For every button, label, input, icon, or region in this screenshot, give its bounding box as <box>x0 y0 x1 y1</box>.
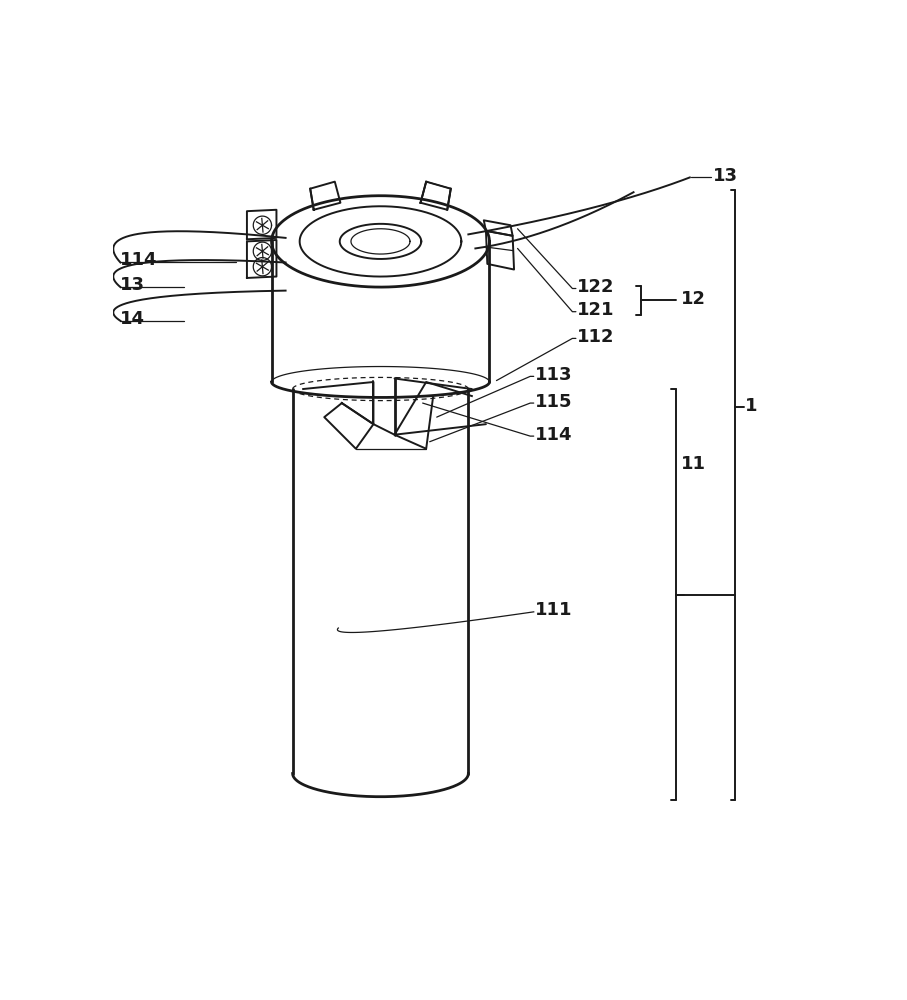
Text: 114: 114 <box>121 251 158 269</box>
Text: 122: 122 <box>578 278 615 296</box>
Text: 114: 114 <box>535 426 572 444</box>
Text: 1: 1 <box>745 397 757 415</box>
Text: 111: 111 <box>535 601 572 619</box>
Text: 121: 121 <box>578 301 615 319</box>
Text: 115: 115 <box>535 393 572 411</box>
Text: 112: 112 <box>578 328 615 346</box>
Text: 13: 13 <box>713 167 738 185</box>
Text: 13: 13 <box>121 276 145 294</box>
Text: 11: 11 <box>681 455 707 473</box>
Text: 14: 14 <box>121 310 145 328</box>
Text: 12: 12 <box>681 290 707 308</box>
Text: 113: 113 <box>535 366 572 384</box>
